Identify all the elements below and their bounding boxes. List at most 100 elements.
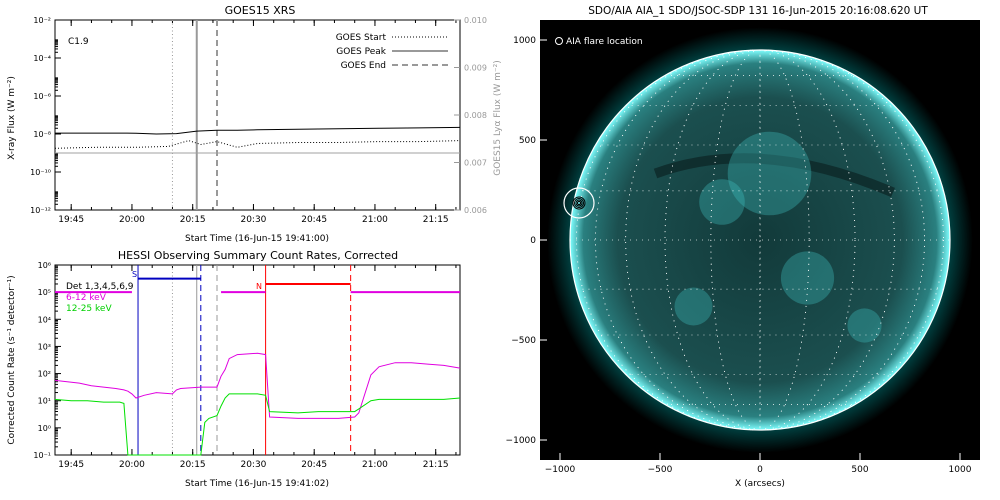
x-tick-label: 20:45 — [301, 460, 327, 470]
hessi-x-axis: 19:45 20:00 20:15 20:30 20:45 21:00 21:15 — [58, 265, 457, 470]
aia-y-axis: 1000 500 0 −500 −1000 — [506, 36, 547, 446]
x-tick-label: 21:15 — [423, 215, 449, 225]
y-tick-label: 10¹ — [38, 397, 51, 406]
active-region — [727, 131, 812, 216]
x-tick-label: 21:00 — [362, 460, 388, 470]
y-tick-label: 10⁻⁸ — [33, 130, 51, 139]
hessi-legend-12-25: 12-25 keV — [66, 304, 112, 314]
x-tick-label: 20:15 — [180, 460, 206, 470]
y-tick-label: 10³ — [38, 342, 51, 351]
longitude-gridline — [625, 49, 895, 431]
aia-x-tick-label: −500 — [648, 465, 673, 475]
sun-disk — [570, 50, 950, 430]
goes-legend-peak: GOES Peak — [336, 47, 386, 57]
limb-circle — [569, 49, 951, 431]
goes-title: GOES15 XRS — [225, 4, 296, 17]
y-tick-label: 10⁻² — [33, 16, 51, 25]
aia-x-tick-label: −1000 — [545, 465, 576, 475]
y-right-tick-label: 0.006 — [464, 206, 487, 215]
dark-filament — [653, 153, 895, 198]
aia-legend-label: AIA flare location — [566, 37, 643, 47]
y-right-tick-label: 0.008 — [464, 111, 487, 120]
aia-y-tick-label: 0 — [530, 236, 536, 246]
hessi-flag-night: N — [256, 282, 262, 291]
aia-x-tick-label: 500 — [851, 465, 868, 475]
x-tick-label: 20:15 — [180, 215, 206, 225]
active-region — [699, 179, 745, 225]
y-right-tick-label: 0.010 — [464, 16, 487, 25]
aia-y-tick-label: 500 — [519, 136, 536, 146]
aia-xlabel: X (arcsecs) — [735, 479, 785, 489]
y-right-tick-label: 0.007 — [464, 159, 487, 168]
goes-panel: GOES15 XRS 19:45 20:00 20:15 20:30 20:45 21:0… — [7, 4, 503, 244]
goes-y-axis-right: 0.006 0.007 0.008 0.009 0.010 — [454, 16, 487, 215]
goes-xlabel: Start Time (16-Jun-15 19:41:00) — [185, 234, 329, 244]
aia-y-tick-label: −1000 — [506, 436, 537, 446]
hessi-title: HESSI Observing Summary Count Rates, Cor… — [118, 249, 398, 262]
hessi-legend-6-12: 6-12 keV — [66, 293, 107, 303]
x-tick-label: 20:00 — [119, 215, 145, 225]
hessi-xlabel: Start Time (16-Jun-15 19:41:02) — [185, 479, 329, 489]
x-tick-label: 20:00 — [119, 460, 145, 470]
hessi-plot-frame — [54, 264, 461, 456]
y-tick-label: 10⁴ — [38, 315, 51, 324]
sun-disk-image — [547, 27, 973, 453]
flare-contour — [575, 199, 583, 207]
longitude-gridline — [664, 49, 856, 431]
aia-y-tick-label: 1000 — [513, 36, 536, 46]
active-region — [847, 308, 882, 343]
hessi-legend-det: Det 1,3,4,5,6,9 — [66, 282, 134, 292]
x-tick-label: 19:45 — [58, 460, 84, 470]
flare-contour — [572, 196, 586, 210]
hessi-event-lines — [137, 265, 352, 455]
aia-legend: AIA flare location — [555, 37, 643, 47]
y-right-tick-label: 0.009 — [464, 64, 487, 73]
series-line — [54, 140, 461, 149]
goes-event-lines — [171, 20, 218, 210]
aia-panel: SDO/AIA AIA_1 SDO/JSOC-SDP 131 16-Jun-20… — [506, 5, 980, 489]
goes-x-axis: 19:45 20:00 20:15 20:30 20:45 21:00 21:15 — [58, 20, 457, 225]
hessi-series — [54, 277, 461, 456]
y-tick-label: 10⁻⁶ — [33, 92, 51, 101]
aia-title: SDO/AIA AIA_1 SDO/JSOC-SDP 131 16-Jun-20… — [588, 5, 928, 17]
aia-x-tick-label: 0 — [757, 465, 763, 475]
x-tick-label: 20:30 — [240, 215, 266, 225]
goes-legend-end: GOES End — [341, 61, 386, 71]
goes-legend-start: GOES Start — [336, 33, 387, 43]
aia-y-tick-label: −500 — [511, 336, 536, 346]
goes-plot-frame — [54, 19, 461, 211]
x-tick-label: 19:45 — [58, 215, 84, 225]
y-tick-label: 10⁻¹⁰ — [30, 168, 51, 177]
x-tick-label: 21:15 — [423, 460, 449, 470]
goes-class-label: C1.9 — [68, 37, 89, 47]
y-tick-label: 10⁶ — [38, 261, 51, 270]
y-tick-label: 10⁻¹ — [33, 451, 51, 460]
hessi-legend: Det 1,3,4,5,6,9 6-12 keV 12-25 keV — [66, 282, 134, 314]
series-line — [54, 352, 461, 419]
y-tick-label: 10⁻¹² — [30, 206, 51, 215]
hessi-panel: HESSI Observing Summary Count Rates, Cor… — [7, 249, 461, 489]
aia-legend-marker-icon — [555, 37, 563, 45]
goes-y-axis: 10⁻¹² 10⁻¹⁰ 10⁻⁸ 10⁻⁶ 10⁻⁴ 10⁻² — [30, 16, 61, 215]
active-region — [674, 287, 713, 326]
x-tick-label: 21:00 — [362, 215, 388, 225]
hessi-ylabel: Corrected Count Rate (s⁻¹ detector⁻¹) — [7, 275, 17, 444]
flare-location-circle — [563, 187, 595, 219]
y-tick-label: 10⁵ — [38, 288, 51, 297]
hessi-y-axis: 10⁻¹ 10⁰ 10¹ 10² 10³ 10⁴ 10⁵ 10⁶ — [33, 261, 61, 460]
y-tick-label: 10² — [38, 370, 51, 379]
series-line — [55, 126, 461, 135]
aia-x-tick-label: 1000 — [949, 465, 972, 475]
y-tick-label: 10⁰ — [38, 424, 51, 433]
goes-series — [54, 126, 461, 154]
hessi-flag-saa: S — [132, 270, 137, 279]
aia-x-axis: −1000 −500 0 500 1000 — [545, 453, 972, 475]
series-line — [54, 393, 461, 456]
x-tick-label: 20:45 — [301, 215, 327, 225]
goes-ylabel: X-ray Flux (W m⁻²) — [7, 76, 17, 160]
x-tick-label: 20:30 — [240, 460, 266, 470]
flare-contour — [576, 200, 582, 206]
goes-legend: GOES Start GOES Peak GOES End — [336, 33, 448, 71]
goes-ylabel-right: GOES15 Lyα Flux (W m⁻²) — [493, 60, 503, 176]
